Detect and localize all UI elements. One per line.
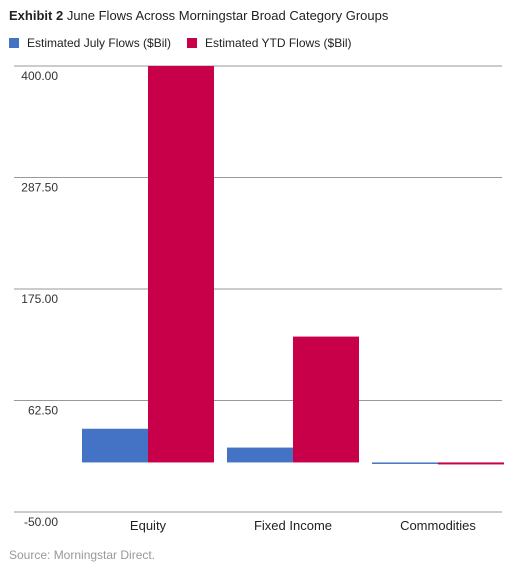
chart-title: Exhibit 2 June Flows Across Morningstar … — [9, 8, 388, 23]
bar-july-fixed-income — [227, 447, 293, 463]
y-tick-label: -50.00 — [24, 515, 58, 529]
x-category-label: Fixed Income — [254, 518, 332, 533]
legend-label-july: Estimated July Flows ($Bil) — [27, 36, 172, 50]
bar-ytd-commodities — [438, 462, 504, 465]
x-category-label: Commodities — [400, 518, 476, 533]
bar-ytd-fixed-income — [293, 336, 359, 463]
legend: Estimated July Flows ($Bil) Estimated YT… — [9, 36, 368, 50]
legend-label-ytd: Estimated YTD Flows ($Bil) — [205, 36, 352, 50]
y-tick-label: 287.50 — [21, 181, 58, 195]
legend-swatch-july — [9, 38, 19, 48]
source-note: Source: Morningstar Direct. — [9, 548, 156, 562]
bar-ytd-equity — [148, 66, 214, 463]
legend-swatch-ytd — [187, 38, 198, 48]
title-text: June Flows Across Morningstar Broad Cate… — [66, 8, 389, 23]
legend-item-july: Estimated July Flows ($Bil) — [9, 36, 171, 50]
y-tick-label: 62.50 — [28, 404, 58, 418]
y-tick-label: 175.00 — [21, 292, 58, 306]
y-tick-label: 400.00 — [21, 69, 58, 83]
legend-item-ytd: Estimated YTD Flows ($Bil) — [187, 36, 352, 50]
x-category-label: Equity — [130, 518, 167, 533]
bar-july-equity — [82, 428, 148, 463]
exhibit-label: Exhibit 2 — [9, 8, 64, 23]
bar-july-commodities — [372, 462, 438, 464]
